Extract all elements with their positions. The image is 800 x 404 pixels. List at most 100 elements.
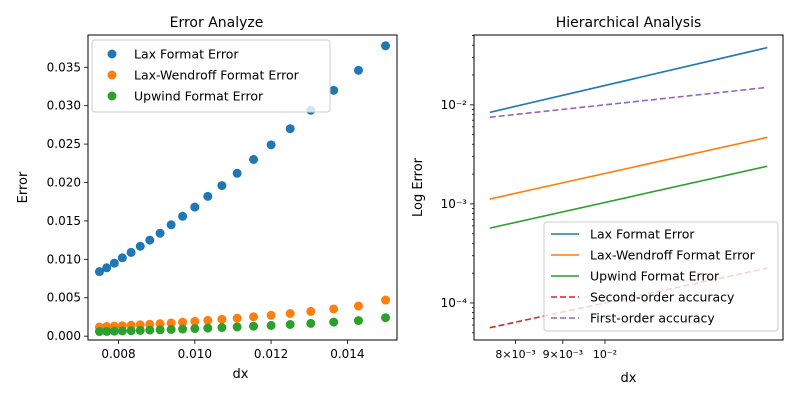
data-point (166, 220, 176, 230)
data-point (249, 321, 259, 331)
x-tick-label: 9×10⁻³ (543, 348, 583, 361)
data-point (266, 320, 276, 330)
data-point (102, 326, 112, 336)
data-point (178, 324, 188, 334)
data-point (203, 315, 213, 325)
data-point (109, 258, 119, 268)
data-point (190, 202, 200, 212)
y-tick-label: 0.010 (47, 252, 81, 266)
y-tick-label: 10⁻⁴ (441, 296, 468, 310)
data-point (190, 316, 200, 326)
x-axis-label: dx (621, 371, 637, 386)
data-point (232, 168, 242, 178)
y-tick-label: 10⁻³ (441, 197, 468, 211)
data-point (306, 306, 316, 316)
axis-ticks: 8×10⁻³ 9×10⁻³ 10⁻² 10⁻⁴ 10⁻³ 10⁻² (441, 35, 617, 361)
data-point (117, 326, 127, 336)
x-axis-label: dx (233, 367, 249, 382)
data-point (178, 317, 188, 327)
data-point (109, 326, 119, 336)
chart-title: Hierarchical Analysis (556, 15, 702, 31)
legend-label: Second-order accuracy (590, 290, 735, 305)
hierarchical-analysis-plot: Hierarchical Analysis 8×10⁻³ 9×10⁻³ 10⁻² 10… (411, 15, 784, 386)
y-tick-label: 0.015 (47, 214, 81, 228)
y-tick-label: 0.035 (47, 60, 81, 74)
x-tick-label: 0.010 (178, 347, 212, 361)
legend-label: First-order accuracy (590, 311, 715, 326)
legend-frame (543, 221, 779, 332)
data-point (381, 295, 391, 305)
series-line-lax-format-error (489, 46, 768, 114)
series-upwind-format-error (94, 313, 391, 337)
data-point (217, 181, 227, 191)
y-tick-label: 0.005 (47, 291, 81, 305)
data-point (217, 314, 227, 324)
legend-marker (107, 91, 117, 101)
data-point (145, 235, 155, 245)
axis-ticks: 0.008 0.010 0.012 0.014 0.000 0.005 0.010 0.015… (47, 60, 365, 361)
y-axis-label: Log Error (411, 157, 426, 217)
data-point (285, 319, 295, 329)
data-point (135, 325, 145, 335)
data-point (94, 327, 104, 337)
data-point (306, 318, 316, 328)
data-point (178, 211, 188, 221)
y-tick-label: 10⁻² (441, 98, 468, 112)
legend-marker (107, 70, 117, 80)
data-point (353, 316, 363, 326)
data-point (203, 323, 213, 333)
series-line-lax-wendroff-format-error (489, 136, 768, 200)
data-point (232, 313, 242, 323)
y-axis-label: Error (16, 171, 31, 203)
data-point (266, 310, 276, 320)
data-point (232, 322, 242, 332)
plot-area (87, 34, 398, 341)
data-point (126, 326, 136, 336)
y-tick-label: 0.025 (47, 137, 81, 151)
x-tick-label: 0.012 (254, 347, 288, 361)
legend-label: Lax-Wendroff Format Error (590, 248, 756, 263)
legend-frame (91, 39, 331, 113)
legend: Lax Format Error Lax-Wendroff Format Erro… (543, 221, 779, 332)
legend-label: Lax-Wendroff Format Error (134, 68, 300, 83)
data-point (249, 154, 259, 164)
data-point (155, 325, 165, 335)
error-analyze-plot: Error Analyze 0.008 0.010 0.012 0.0140.0000… (16, 15, 398, 382)
data-point (329, 85, 339, 95)
data-point (285, 124, 295, 134)
y-tick-label: 0.020 (47, 176, 81, 190)
data-point (249, 312, 259, 322)
data-point (94, 267, 104, 277)
data-point (329, 304, 339, 314)
legend-label: Lax Format Error (590, 227, 695, 242)
legend-label: Upwind Format Error (590, 269, 720, 284)
series-line-first-order-accuracy (489, 86, 768, 119)
data-point (285, 308, 295, 318)
legend-label: Lax Format Error (134, 47, 239, 62)
data-point (155, 228, 165, 238)
chart-title: Error Analyze (170, 15, 264, 31)
data-point (353, 65, 363, 75)
data-point (102, 263, 112, 273)
x-tick-label: 0.008 (101, 347, 135, 361)
data-point (353, 301, 363, 311)
data-point (135, 241, 145, 251)
x-tick-label: 10⁻² (593, 348, 617, 361)
data-point (203, 191, 213, 201)
data-point (217, 323, 227, 333)
data-point (166, 324, 176, 334)
plot-series (94, 41, 391, 337)
x-tick-label: 8×10⁻³ (495, 348, 535, 361)
legend-marker (107, 49, 117, 59)
y-tick-label: 0.000 (47, 329, 81, 343)
data-point (126, 247, 136, 257)
legend: Lax Format Error Lax-Wendroff Format Erro… (91, 39, 331, 113)
x-tick-label: 0.014 (330, 347, 364, 361)
plot-area (473, 34, 784, 341)
data-point (145, 325, 155, 335)
data-point (329, 317, 339, 327)
y-tick-label: 0.030 (47, 99, 81, 113)
data-point (381, 41, 391, 51)
legend-label: Upwind Format Error (134, 89, 264, 104)
